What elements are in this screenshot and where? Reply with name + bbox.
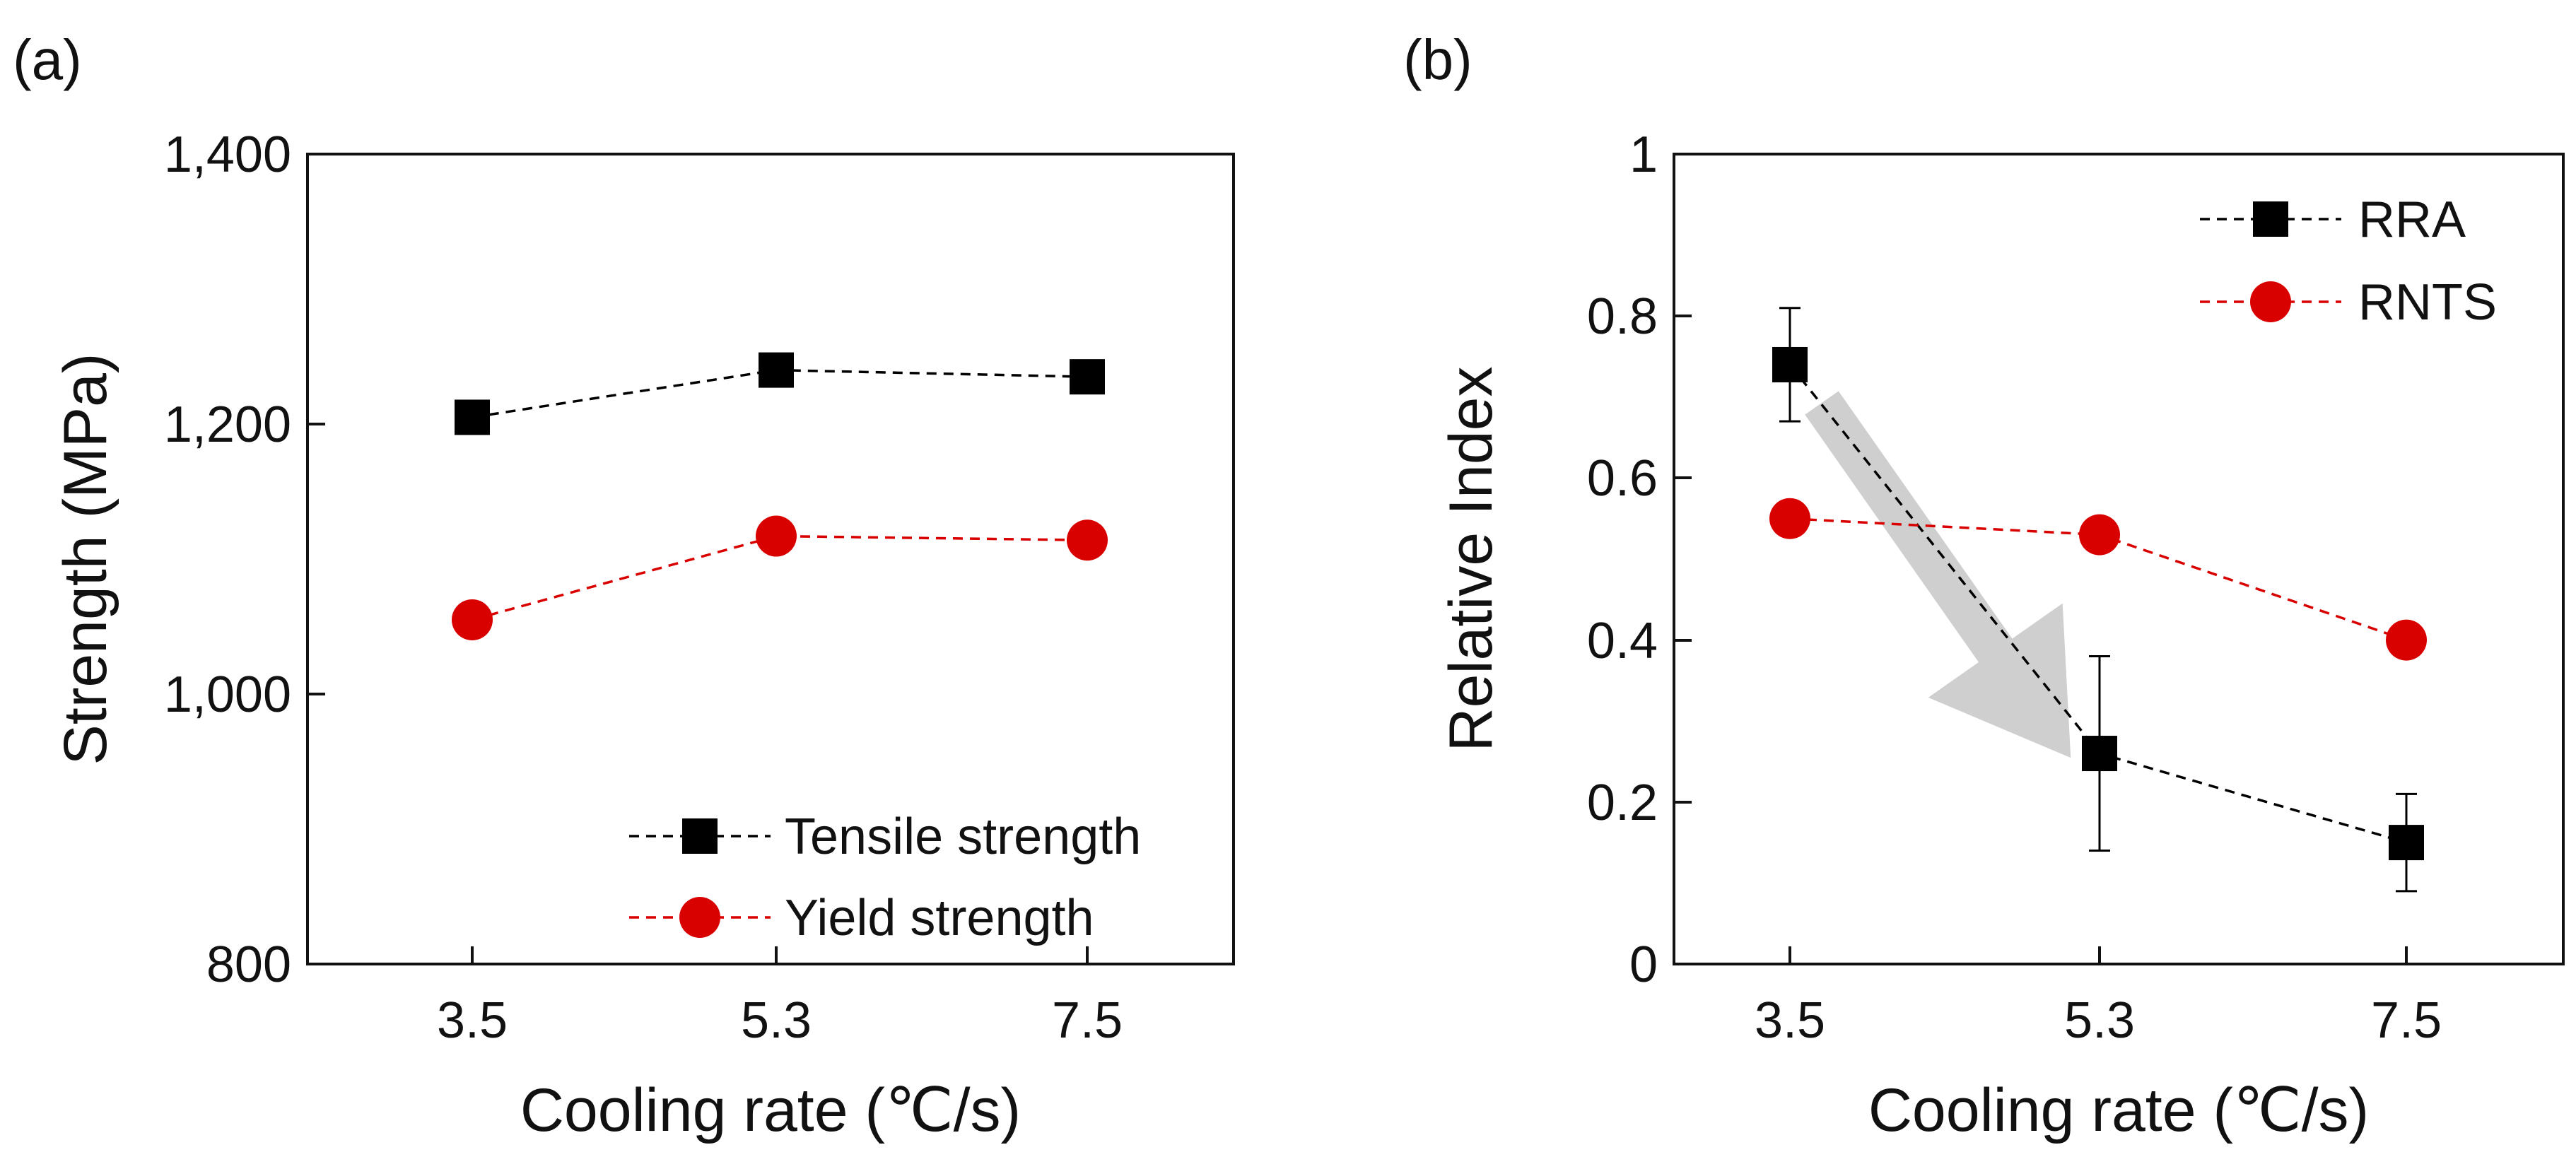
panel-a-points-tensile-strength (455, 352, 1105, 435)
panel-b-legend-marker-rnts (2250, 281, 2291, 322)
panel-a-data-point-yield-strength (452, 599, 493, 640)
panel-b-y-axis-title: Relative Index (1437, 367, 1505, 752)
panel-a-x-tick-label: 5.3 (741, 992, 812, 1049)
panel-a-data-point-yield-strength (756, 515, 797, 557)
panel-a-legend-marker-tensile-strength (682, 818, 718, 854)
panel-b-data-point-rnts (2386, 619, 2427, 661)
panel-b-legend-marker-rra (2253, 201, 2288, 237)
panel-b-plot-frame (1673, 153, 2565, 965)
panel-b-label: (b) (1403, 28, 1473, 91)
panel-b-error-bars-rra (1779, 307, 2417, 893)
panel-a-legend-label-yield-strength: Yield strength (785, 890, 1094, 946)
panel-b-y-tick-label: 0.2 (1587, 775, 1658, 831)
panel-b-data-point-rnts (2079, 514, 2120, 556)
panel-b-points-rra (1772, 346, 2424, 861)
panel-b-x-axis: 3.5 5.3 7.5 (1755, 946, 2442, 1049)
panel-a-strength-chart: (a) 800 1,000 1,200 1,400 3.5 5.3 7.5 Co… (13, 28, 1235, 1144)
panel-b-data-point-rra (1772, 346, 1808, 382)
panel-a-legend: Tensile strength Yield strength (629, 809, 1141, 946)
panel-a-x-axis: 3.5 5.3 7.5 (437, 946, 1123, 1049)
panel-a-y-axis: 800 1,000 1,200 1,400 (164, 127, 325, 993)
panel-b-y-tick-label: 0.6 (1587, 450, 1658, 507)
panel-a-label: (a) (13, 28, 82, 91)
panel-a-data-point-tensile-strength (759, 352, 794, 388)
panel-b-y-axis: 0 0.2 0.4 0.6 0.8 1 (1587, 127, 1692, 993)
panel-b-points-rnts (1769, 498, 2427, 661)
panel-b-data-point-rnts (1769, 498, 1810, 539)
panel-b-trend-arrow (1805, 391, 2071, 758)
panel-b-y-tick-label: 0.8 (1587, 288, 1658, 345)
panel-a-data-point-yield-strength (1067, 519, 1108, 561)
panel-b-legend: RRA RNTS (2200, 192, 2497, 331)
panel-b-x-tick-label: 5.3 (2064, 992, 2135, 1049)
panel-a-y-tick-label: 1,400 (164, 127, 291, 183)
panel-a-legend-marker-yield-strength (679, 897, 720, 938)
panel-b-legend-label-rnts: RNTS (2358, 274, 2497, 331)
panel-b-y-tick-label: 0 (1629, 936, 1658, 993)
panel-a-series-line-yield-strength (472, 534, 1088, 621)
panel-b-data-point-rra (2082, 736, 2117, 772)
panel-a-legend-label-tensile-strength: Tensile strength (785, 809, 1141, 865)
panel-b-x-tick-label: 7.5 (2371, 992, 2442, 1049)
panel-a-x-tick-label: 3.5 (437, 992, 508, 1049)
panel-b-x-tick-label: 3.5 (1755, 992, 1825, 1049)
panel-a-points-yield-strength (452, 515, 1108, 640)
panel-a-x-axis-title: Cooling rate (℃/s) (520, 1076, 1021, 1144)
panel-b-legend-label-rra: RRA (2358, 192, 2466, 248)
panel-a-y-tick-label: 1,200 (164, 396, 291, 453)
panel-b-data-point-rra (2389, 825, 2424, 861)
panel-b-y-tick-label: 0.4 (1587, 613, 1658, 669)
panel-b-x-axis-title: Cooling rate (℃/s) (1868, 1076, 2369, 1144)
panel-a-y-axis-title: Strength (MPa) (52, 353, 119, 765)
panel-a-data-point-tensile-strength (1070, 359, 1105, 395)
panel-a-y-tick-label: 1,000 (164, 666, 291, 723)
panel-a-plot-frame (306, 153, 1235, 965)
panel-b-relative-index-chart: (b) 0 0.2 0.4 0.6 0.8 1 3.5 5.3 7.5 Cool (1403, 28, 2565, 1144)
panel-a-x-tick-label: 7.5 (1052, 992, 1123, 1049)
panel-a-y-tick-label: 800 (206, 936, 291, 993)
panel-a-data-point-tensile-strength (455, 399, 490, 435)
panel-b-y-tick-label: 1 (1629, 127, 1658, 183)
